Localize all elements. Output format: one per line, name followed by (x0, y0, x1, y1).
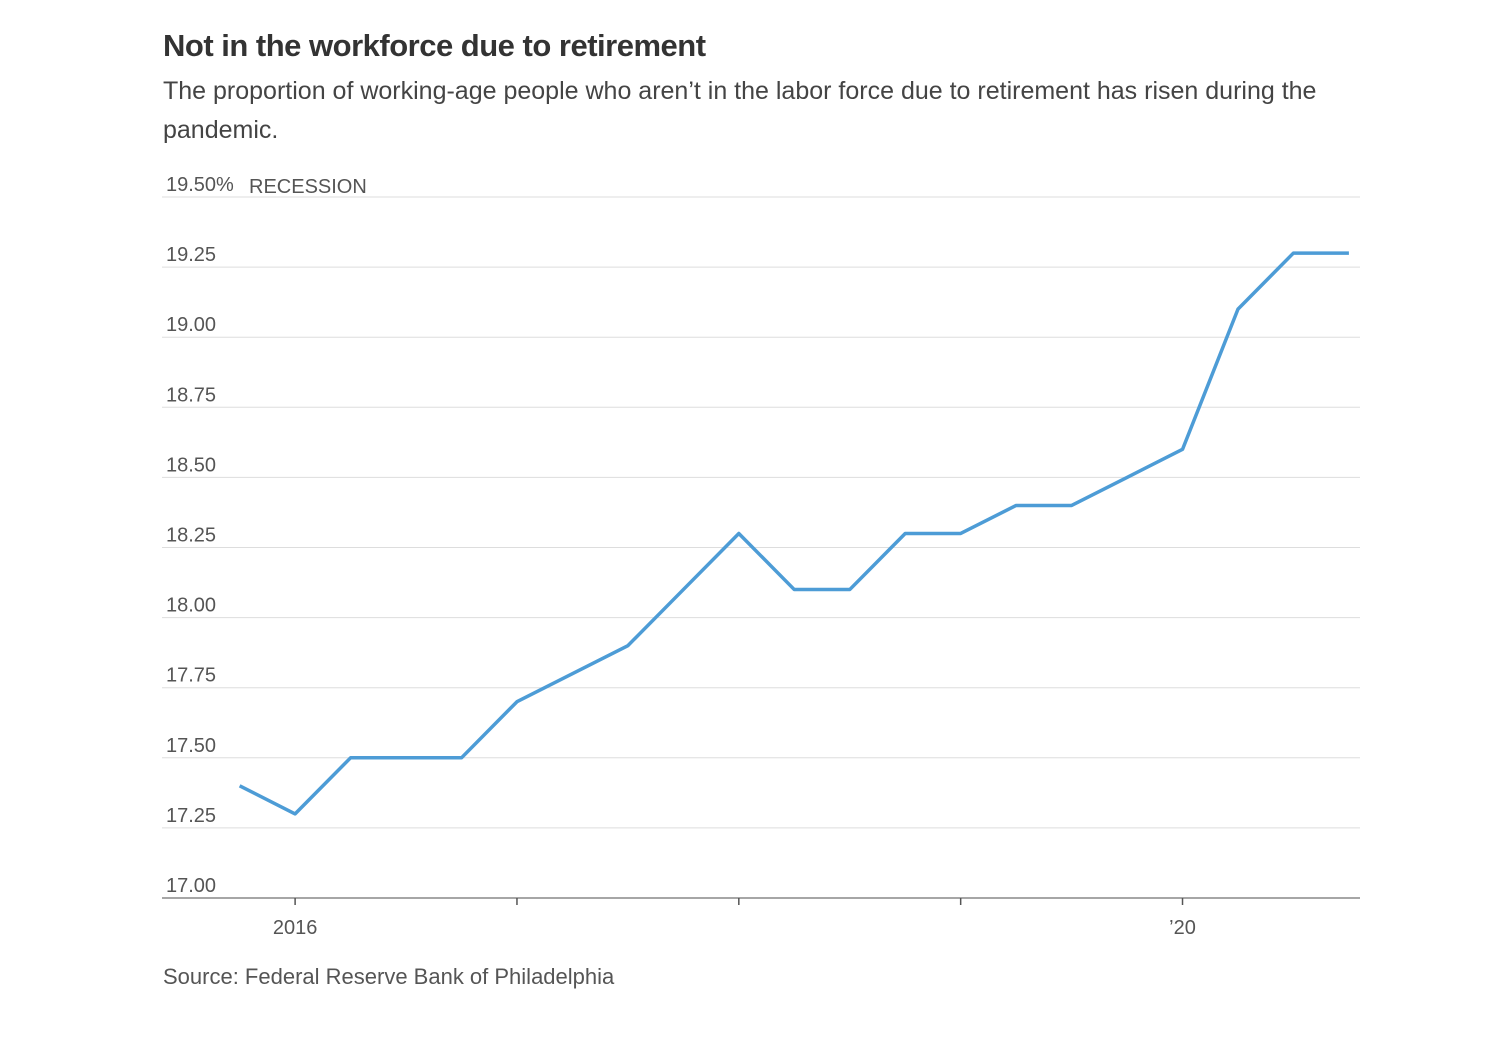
recession-label: RECESSION (249, 176, 367, 198)
y-tick-label: 17.25 (166, 805, 216, 827)
x-tick-label: ’20 (1169, 917, 1196, 939)
chart-subtitle: The proportion of working-age people who… (163, 77, 1317, 144)
y-tick-label: 17.75 (166, 665, 216, 687)
y-tick-label: 18.00 (166, 595, 216, 617)
y-tick-label: 17.50 (166, 735, 216, 757)
y-tick-label: 17.00 (166, 875, 216, 897)
y-tick-label: 18.75 (166, 384, 216, 406)
data-line (238, 251, 1349, 816)
chart-title: Not in the workforce due to retirement (163, 28, 706, 63)
source: Source: Federal Reserve Bank of Philadel… (163, 964, 615, 989)
y-tick-label: 19.00 (166, 314, 216, 336)
y-tick-label: 19.25 (166, 244, 216, 266)
x-tick-label: 2016 (273, 917, 318, 939)
y-tick-label: 19.50% (166, 174, 234, 196)
y-tick-label: 18.25 (166, 525, 216, 547)
y-tick-label: 18.50 (166, 454, 216, 476)
